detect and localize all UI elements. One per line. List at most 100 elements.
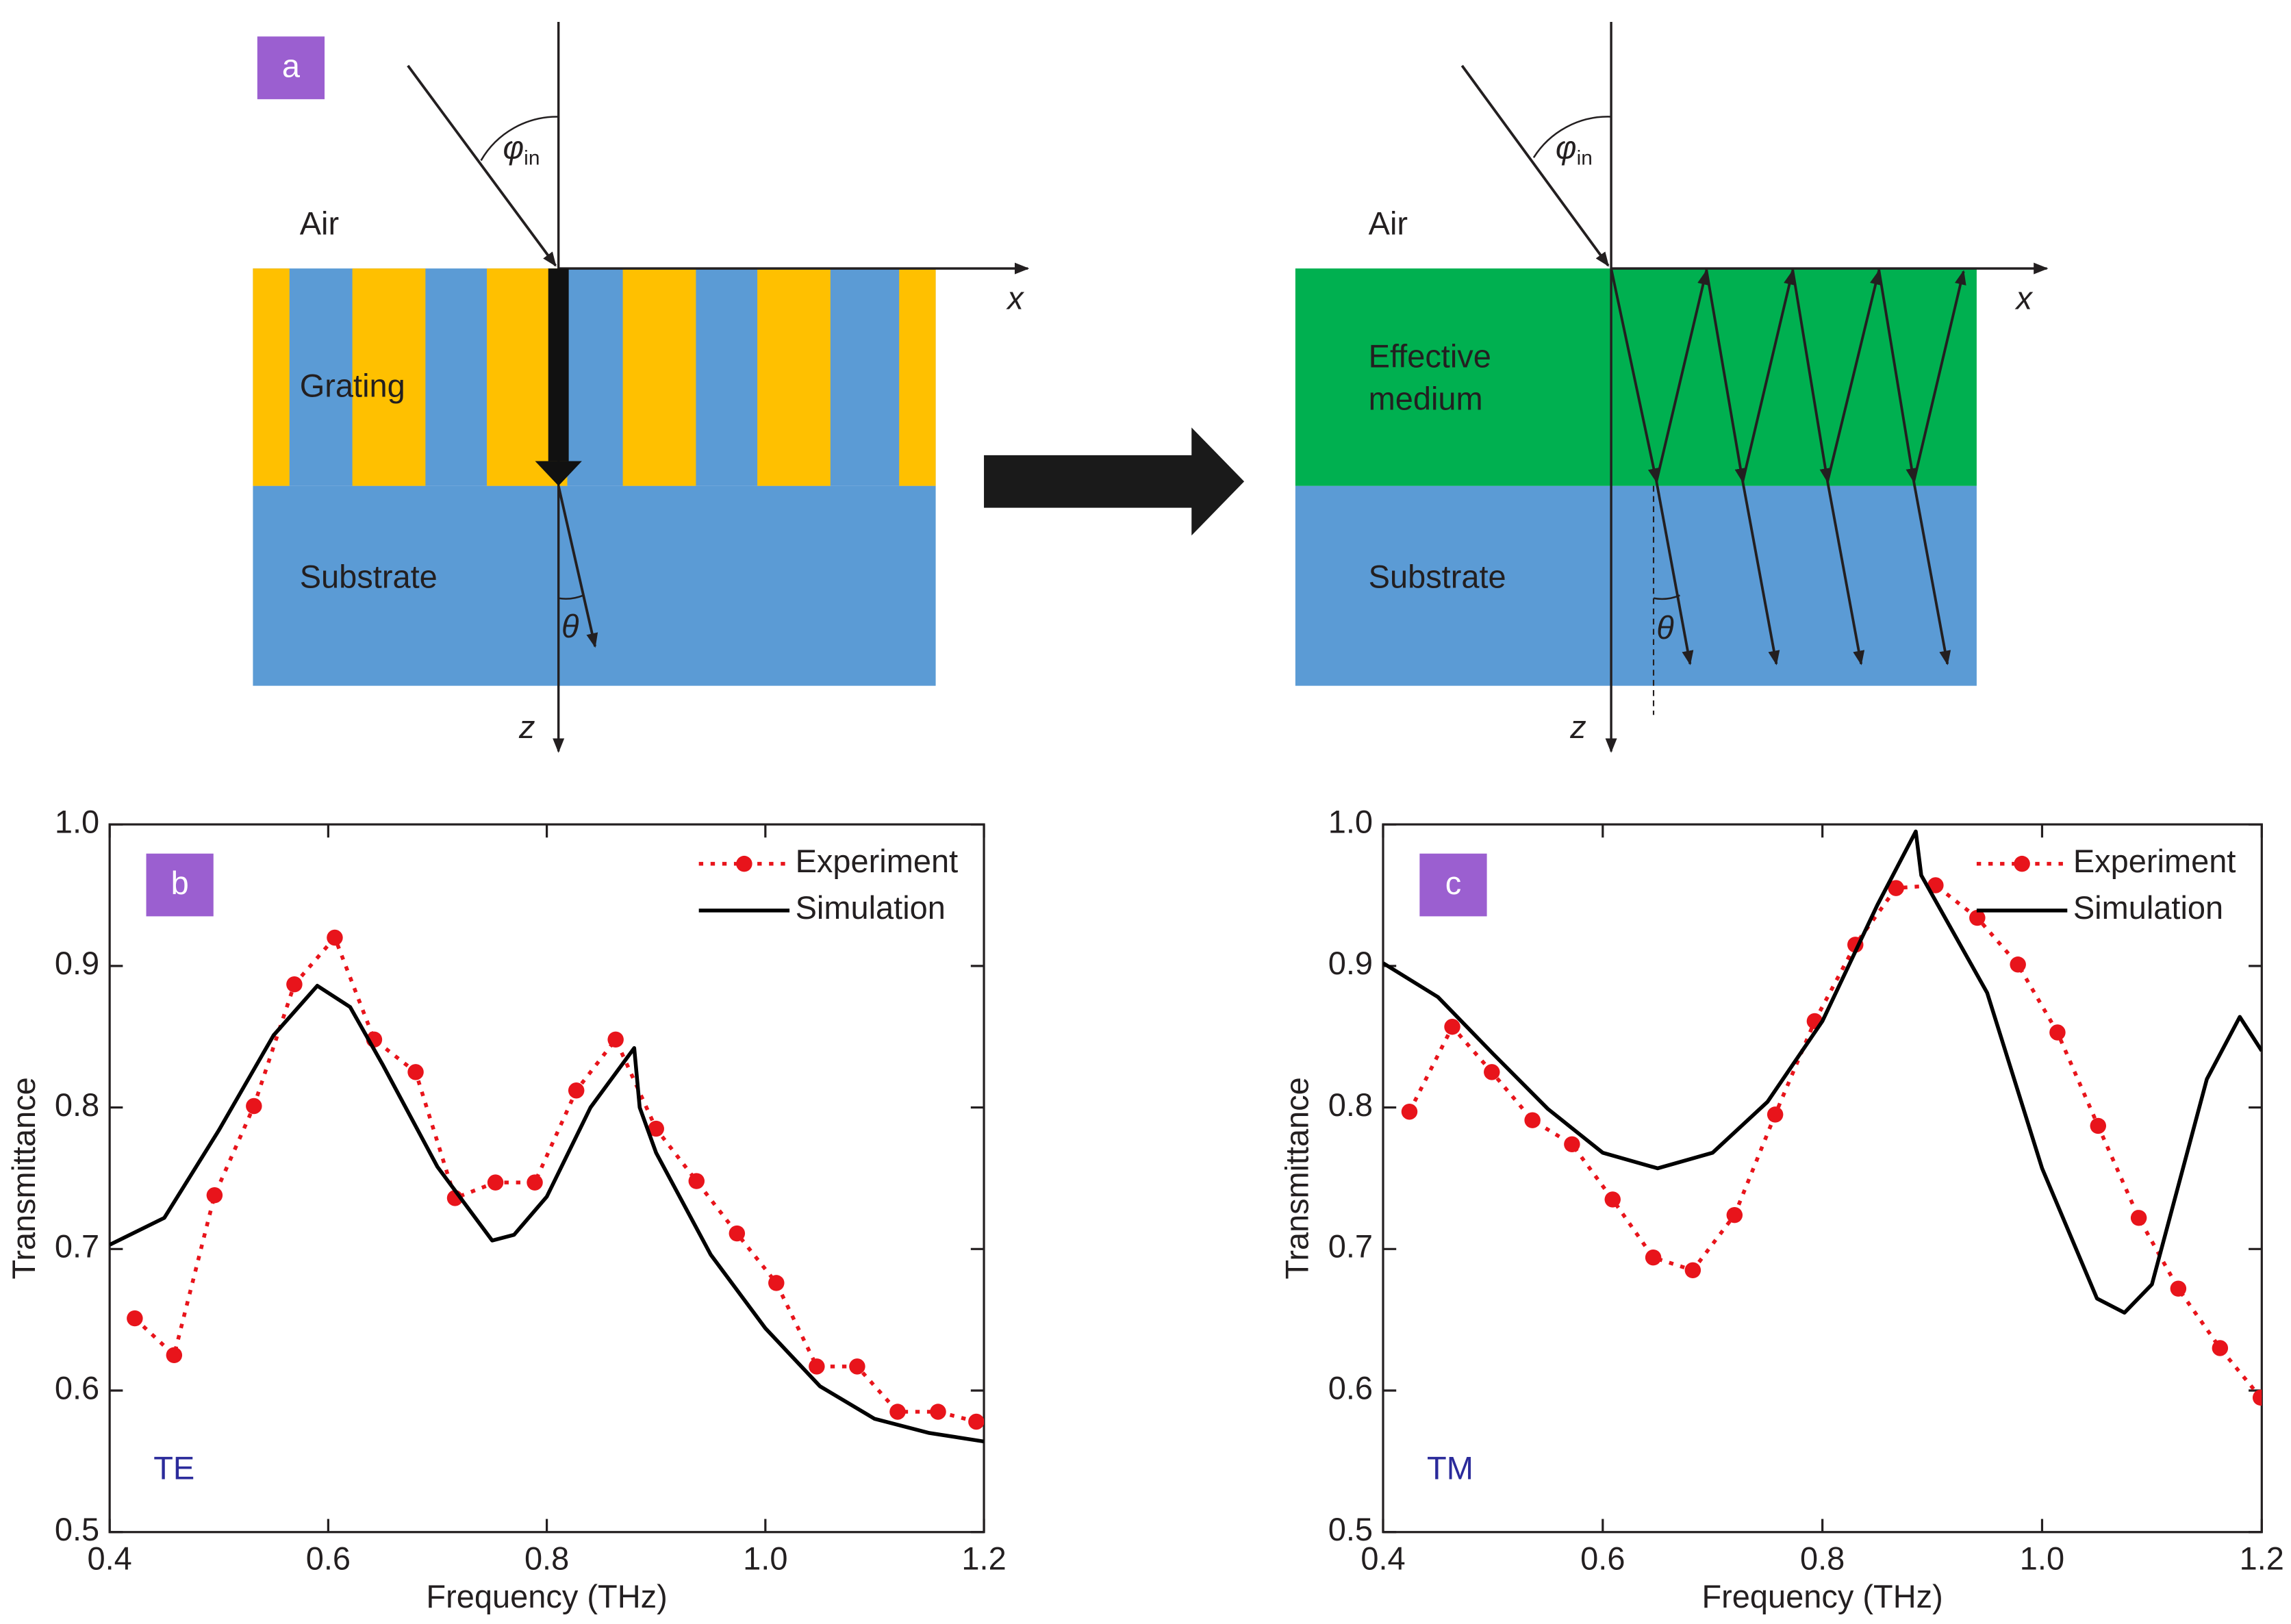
data-point: [1927, 877, 1944, 893]
x-tick-label: 1.0: [743, 1541, 787, 1577]
symbol: φ: [1556, 130, 1577, 166]
substrate-label: Substrate: [1369, 559, 1506, 594]
data-point: [2010, 956, 2026, 973]
plot-frame: [108, 823, 985, 1534]
data-point: [648, 1120, 664, 1137]
legend-label: Simulation: [2073, 890, 2223, 926]
data-point: [607, 1031, 624, 1048]
data-point: [1969, 909, 1986, 926]
angle-in-label: φin: [503, 130, 540, 169]
plot-area: [110, 929, 985, 1444]
plot-area: [1382, 829, 2262, 1406]
x-tick-label: 1.0: [2020, 1541, 2064, 1577]
data-point: [127, 1310, 143, 1327]
angle-out-label: θ: [561, 609, 579, 644]
thick-arrow-head: [535, 461, 582, 486]
y-tick-label: 0.6: [55, 1370, 99, 1406]
data-point: [2212, 1340, 2229, 1356]
data-point: [968, 1413, 985, 1430]
layer-label: Effective: [1369, 339, 1491, 375]
y-tick-label: 0.7: [55, 1229, 99, 1265]
data-point: [1726, 1206, 1743, 1223]
series-line: [110, 984, 985, 1444]
panel-a-left: a φin Air Grating Substrate x z θ: [253, 21, 1030, 753]
data-point: [849, 1358, 865, 1375]
incident-ray: [1460, 64, 1610, 267]
layer-label: medium: [1369, 381, 1483, 416]
x-tick-label: 1.2: [961, 1541, 1006, 1577]
data-point: [1484, 1064, 1500, 1080]
z-axis-label: z: [518, 709, 535, 745]
data-point: [166, 1347, 183, 1364]
zigzag-rays: [1610, 268, 1966, 665]
data-point: [1767, 1106, 1784, 1123]
y-tick-label: 1.0: [1328, 804, 1373, 840]
data-point: [1401, 1104, 1418, 1120]
data-point: [286, 976, 303, 993]
grating-bars: [253, 268, 936, 486]
legend-label: Experiment: [2073, 843, 2236, 879]
panel-label: c: [1445, 865, 1461, 901]
data-point: [1888, 880, 1904, 896]
angle-arc: [558, 594, 584, 600]
plot-frame: [1382, 823, 2263, 1534]
data-point: [768, 1275, 785, 1291]
chart: 0.4 0.6 0.8 1.0 1.2 0.5 0.6 0.7 0.8 0.9 1.0 Frequen…: [1280, 804, 2284, 1615]
panel-label: a: [282, 49, 301, 84]
x-tick-label: 0.6: [306, 1541, 351, 1577]
y-tick-label: 0.9: [1328, 946, 1373, 981]
data-point: [568, 1082, 585, 1099]
layer-label: Grating: [300, 368, 405, 403]
chart: 0.4 0.6 0.8 1.0 1.2 0.5 0.6 0.7 0.8 0.9 1.0 Frequen…: [6, 804, 1007, 1615]
x-tick-label: 0.4: [87, 1541, 131, 1577]
annotation: TM: [1427, 1451, 1473, 1486]
subscript: in: [524, 147, 540, 169]
z-axis-label: z: [1569, 709, 1586, 745]
data-point: [2130, 1210, 2147, 1226]
data-point: [1645, 1249, 1662, 1266]
series-line: [1382, 829, 2262, 1315]
symbol: φ: [503, 130, 524, 166]
panel-label-box: [146, 853, 214, 917]
y-tick-label: 0.8: [1328, 1087, 1373, 1123]
subscript: in: [1577, 147, 1593, 169]
data-point: [889, 1404, 906, 1420]
angle-arc: [1653, 594, 1680, 600]
x-tick-label: 0.8: [1800, 1541, 1845, 1577]
x-tick-label: 0.8: [524, 1541, 569, 1577]
air-label: Air: [300, 206, 339, 242]
y-tick-label: 0.8: [55, 1087, 99, 1123]
legend-label: Simulation: [796, 890, 946, 926]
series-line: [1408, 883, 2262, 1399]
y-axis-title: Transmittance: [1280, 1077, 1315, 1279]
data-point: [2170, 1280, 2187, 1297]
substrate-label: Substrate: [300, 559, 438, 594]
data-point: [1564, 1136, 1580, 1153]
y-axis-title: Transmittance: [6, 1077, 42, 1279]
panel-label-box: [1419, 853, 1487, 917]
angle-arc: [1532, 116, 1612, 158]
panel-a-right: φin Air Effective medium Substrate x z θ: [1295, 21, 2049, 753]
incident-ray: [407, 64, 557, 267]
effective-medium-layer: [1295, 268, 1977, 486]
refracted-ray: [557, 485, 598, 648]
y-tick-label: 0.7: [1328, 1229, 1373, 1265]
x-tick-label: 1.2: [2240, 1541, 2284, 1577]
data-point: [407, 1064, 424, 1080]
data-point: [809, 1358, 825, 1375]
substrate-layer: [253, 485, 936, 686]
y-tick-label: 0.5: [1328, 1512, 1373, 1547]
x-tick-label: 0.4: [1360, 1541, 1405, 1577]
data-point: [930, 1404, 946, 1420]
panel-label: b: [171, 865, 189, 901]
transform-arrow: [984, 427, 1245, 536]
data-point: [1524, 1112, 1541, 1128]
y-tick-label: 0.6: [1328, 1370, 1373, 1406]
x-axis-title: Frequency (THz): [426, 1579, 667, 1614]
x-axis-label: x: [1006, 280, 1024, 316]
angle-arc: [480, 116, 559, 162]
legend-marker: [2014, 855, 2030, 872]
data-point: [688, 1173, 705, 1189]
